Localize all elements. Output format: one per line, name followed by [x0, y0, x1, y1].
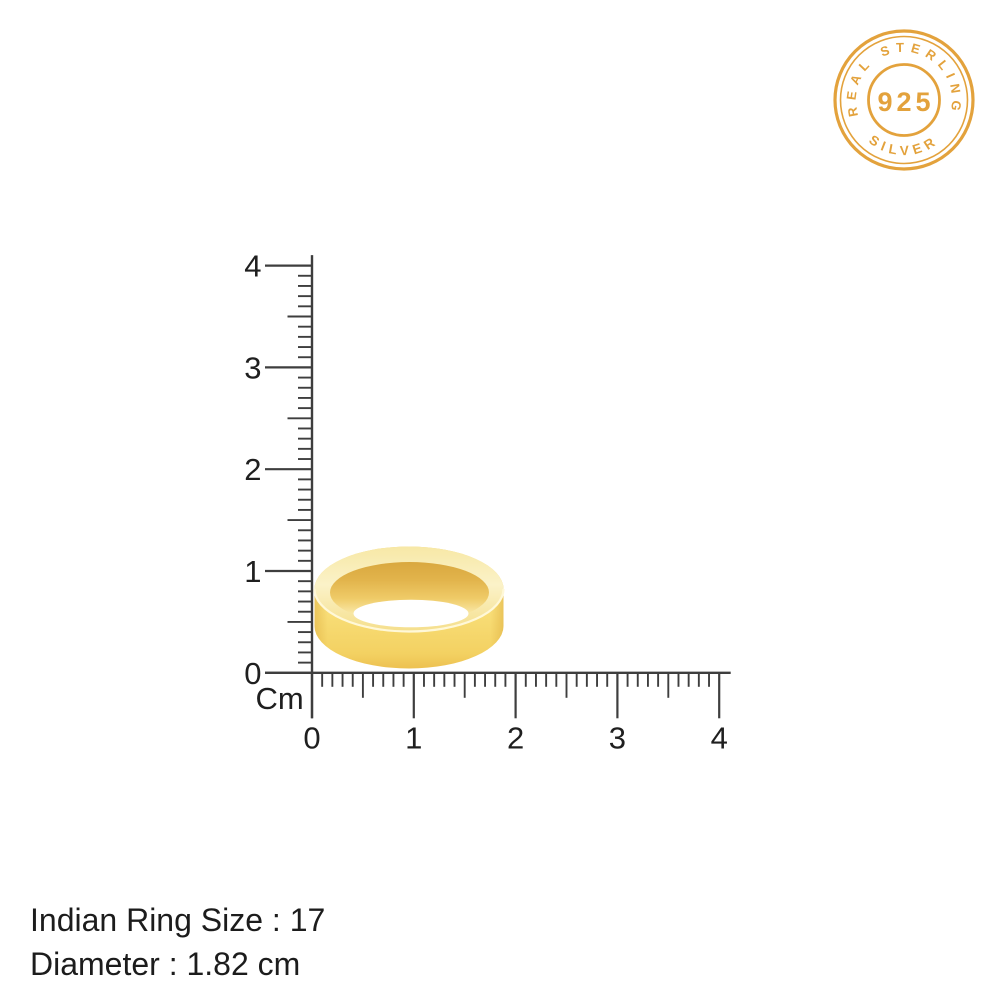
h-axis-number: 3	[609, 721, 626, 756]
h-axis-number: 1	[405, 721, 422, 756]
badge-outer-circle	[833, 29, 975, 171]
v-axis-number: 0	[244, 656, 261, 691]
h-axis-number: 4	[711, 721, 728, 756]
h-axis-number: 2	[507, 721, 524, 756]
v-axis-number: 2	[244, 452, 261, 487]
gold-ring	[313, 546, 505, 669]
sterling-silver-badge: REAL STERLING SILVER 925	[833, 29, 975, 171]
ruler-unit-label: Cm	[256, 681, 304, 716]
v-axis-number: 3	[244, 350, 261, 385]
h-axis-number: 0	[303, 721, 320, 756]
badge-center-circle	[867, 63, 941, 137]
v-axis-number: 4	[244, 249, 261, 284]
v-axis-number: 1	[244, 554, 261, 589]
cm-ruler: 0 1 2 3 4 0 1 2 3 4	[244, 249, 731, 756]
badge-center-text: 925	[877, 87, 934, 117]
ring-details: Indian Ring Size : 17 Diameter : 1.82 cm	[30, 898, 325, 986]
ring-diameter-text: Diameter : 1.82 cm	[30, 946, 301, 982]
ring-front-edge-highlight	[313, 588, 505, 633]
ring-hole	[353, 599, 469, 628]
ring-size-text: Indian Ring Size : 17	[30, 902, 326, 938]
badge-outer-inner-circle	[839, 35, 969, 165]
